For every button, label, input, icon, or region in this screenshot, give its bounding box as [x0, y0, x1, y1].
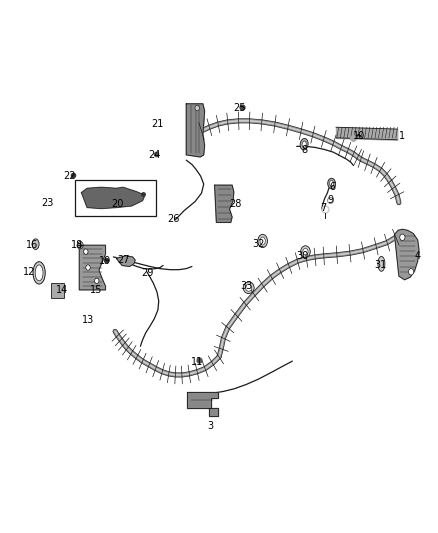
- FancyBboxPatch shape: [75, 180, 155, 216]
- Circle shape: [86, 265, 90, 270]
- Text: 28: 28: [230, 199, 242, 209]
- Polygon shape: [215, 185, 234, 222]
- Text: 26: 26: [167, 214, 179, 224]
- Circle shape: [400, 234, 405, 240]
- Text: 3: 3: [207, 421, 213, 431]
- Text: 9: 9: [327, 195, 333, 205]
- Text: 20: 20: [112, 199, 124, 209]
- Circle shape: [95, 278, 99, 284]
- Ellipse shape: [243, 282, 254, 294]
- Text: 32: 32: [252, 239, 265, 248]
- Text: 33: 33: [240, 281, 252, 291]
- Ellipse shape: [35, 265, 43, 281]
- Polygon shape: [209, 408, 218, 416]
- Text: 19: 19: [99, 256, 111, 266]
- Ellipse shape: [330, 180, 334, 187]
- Polygon shape: [81, 187, 145, 208]
- Polygon shape: [79, 245, 106, 290]
- Text: 10: 10: [353, 131, 365, 141]
- Circle shape: [84, 249, 88, 254]
- Ellipse shape: [258, 235, 268, 248]
- Circle shape: [409, 269, 414, 275]
- Ellipse shape: [303, 248, 308, 255]
- Text: 22: 22: [64, 171, 76, 181]
- Ellipse shape: [378, 256, 385, 271]
- Text: 8: 8: [301, 144, 307, 155]
- Ellipse shape: [246, 284, 252, 291]
- Ellipse shape: [302, 141, 306, 147]
- Text: 18: 18: [71, 240, 83, 250]
- Text: 31: 31: [374, 261, 387, 270]
- Text: 29: 29: [141, 268, 153, 278]
- Ellipse shape: [260, 237, 265, 245]
- Circle shape: [195, 106, 199, 111]
- Text: 11: 11: [191, 357, 203, 367]
- Text: 24: 24: [148, 150, 161, 160]
- Polygon shape: [395, 229, 419, 280]
- Text: 25: 25: [234, 103, 246, 113]
- FancyBboxPatch shape: [51, 283, 64, 298]
- Text: 13: 13: [82, 314, 94, 325]
- Text: 16: 16: [26, 240, 38, 250]
- Text: 7: 7: [321, 203, 327, 213]
- Ellipse shape: [300, 246, 310, 257]
- Text: 21: 21: [151, 119, 163, 129]
- Polygon shape: [117, 256, 135, 266]
- Text: 27: 27: [117, 255, 130, 264]
- Text: 1: 1: [399, 131, 406, 141]
- Text: 4: 4: [415, 251, 421, 261]
- Text: 23: 23: [42, 198, 54, 208]
- Ellipse shape: [328, 178, 336, 189]
- Ellipse shape: [33, 262, 45, 284]
- Ellipse shape: [300, 139, 308, 150]
- Text: 12: 12: [23, 267, 35, 277]
- Ellipse shape: [32, 239, 39, 249]
- Polygon shape: [186, 104, 205, 157]
- Text: 15: 15: [90, 286, 102, 295]
- Text: 14: 14: [56, 286, 68, 295]
- Polygon shape: [187, 392, 218, 408]
- Text: 30: 30: [297, 251, 309, 261]
- Ellipse shape: [77, 241, 83, 249]
- Text: 6: 6: [329, 182, 336, 192]
